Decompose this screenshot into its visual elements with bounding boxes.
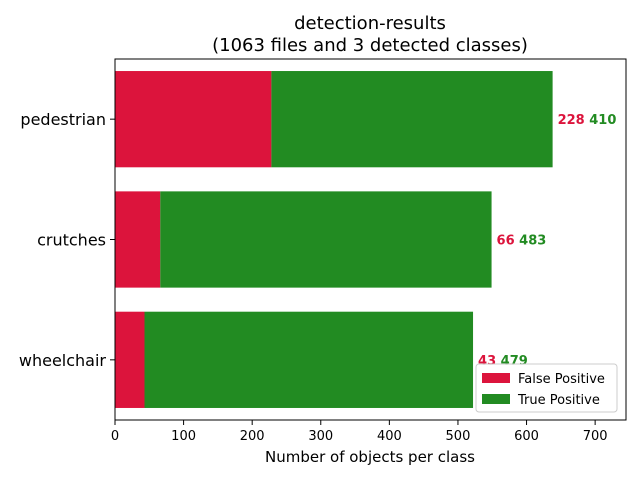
x-tick-label-700: 700 [583, 429, 608, 444]
x-tick-label-400: 400 [377, 429, 402, 444]
data-label-pedestrian: 228 410 [558, 113, 617, 128]
data-label-false-positive-pedestrian: 228 [558, 113, 585, 128]
data-label-true-positive-crutches: 483 [515, 234, 547, 249]
bar-false-positive-crutches [115, 191, 161, 288]
legend-box [475, 363, 618, 413]
bar-false-positive-pedestrian [115, 71, 272, 168]
data-label-true-positive-pedestrian: 410 [585, 113, 617, 128]
axes-layer: pedestrian crutches wheelchair 0 100 200 300 40… [19, 58, 627, 444]
legend-swatch-true-positive [482, 394, 510, 404]
x-tick-label-300: 300 [308, 429, 333, 444]
plot-frame [114, 58, 627, 421]
x-tick-label-200: 200 [240, 429, 265, 444]
legend-label-false-positive: False Positive [518, 372, 605, 387]
data-label-false-positive-crutches: 66 [497, 234, 515, 249]
bar-true-positive-wheelchair [144, 311, 474, 408]
legend: False Positive True Positive [475, 363, 618, 413]
y-tick-label-pedestrian: pedestrian [20, 110, 106, 129]
x-tick-label-0: 0 [111, 429, 119, 444]
x-tick-label-500: 500 [446, 429, 471, 444]
legend-label-true-positive: True Positive [517, 393, 600, 408]
x-tick-label-100: 100 [171, 429, 196, 444]
chart-subtitle: (1063 files and 3 detected classes) [212, 35, 528, 56]
x-axis-label: Number of objects per class [265, 448, 475, 466]
y-tick-label-wheelchair: wheelchair [19, 351, 107, 370]
y-tick-label-crutches: crutches [37, 231, 106, 250]
bar-false-positive-wheelchair [115, 311, 145, 408]
legend-swatch-false-positive [482, 373, 510, 383]
x-tick-label-600: 600 [514, 429, 539, 444]
bar-true-positive-pedestrian [271, 71, 553, 168]
data-label-crutches: 66 483 [497, 234, 547, 249]
bars-layer [115, 71, 553, 408]
bar-true-positive-crutches [160, 191, 492, 288]
chart-title: detection-results [294, 13, 446, 34]
